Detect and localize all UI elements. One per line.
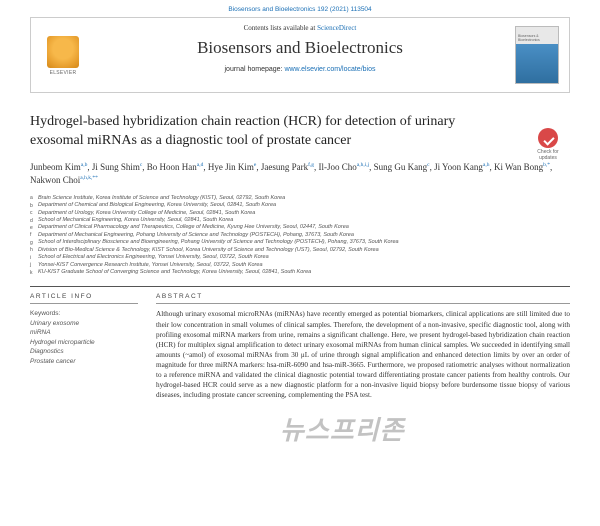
contents-prefix: Contents lists available at (244, 24, 318, 32)
divider (30, 286, 570, 287)
tree-icon (47, 36, 79, 68)
affiliations: aBrain Science Institute, Korea Institut… (30, 195, 570, 277)
authors: Junbeom Kima,b, Ji Sung Shimc, Bo Hoon H… (30, 161, 570, 188)
affiliation-row: gSchool of Interdisciplinary Bioscience … (30, 239, 570, 246)
updates-line2: updates (539, 155, 557, 161)
affiliation-row: jYonsei-KIST Convergence Research Instit… (30, 262, 570, 269)
keywords-heading: Keywords: (30, 309, 138, 318)
affiliation-row: aBrain Science Institute, Korea Institut… (30, 195, 570, 202)
homepage-link[interactable]: www.elsevier.com/locate/bios (284, 66, 375, 73)
keyword: Urinary exosome (30, 319, 138, 328)
affiliation-row: iSchool of Electrical and Electronics En… (30, 254, 570, 261)
watermark: 뉴스프리존 (280, 410, 405, 447)
journal-title: Biosensors and Bioelectronics (41, 38, 559, 58)
affiliation-row: dSchool of Mechanical Engineering, Korea… (30, 217, 570, 224)
abstract-heading: ABSTRACT (156, 293, 570, 300)
affiliation-row: fDepartment of Mechanical Engineering, P… (30, 232, 570, 239)
check-updates[interactable]: Check forupdates (530, 128, 566, 161)
elsevier-logo: ELSEVIER (41, 36, 85, 86)
keyword: miRNA (30, 328, 138, 337)
abstract-column: ABSTRACT Although urinary exosomal micro… (156, 293, 570, 400)
keyword: Prostate cancer (30, 357, 138, 366)
top-citation: Biosensors and Bioelectronics 192 (2021)… (30, 6, 570, 13)
article-info-column: ARTICLE INFO Keywords: Urinary exosomemi… (30, 293, 138, 400)
article-title: Hydrogel-based hybridization chain react… (30, 113, 480, 151)
check-icon (538, 128, 558, 148)
affiliation-row: eDepartment of Clinical Pharmacology and… (30, 224, 570, 231)
affiliation-row: bDepartment of Chemical and Biological E… (30, 202, 570, 209)
journal-header: ELSEVIER Biosensors & Bioelectronics Con… (30, 17, 570, 93)
keyword: Hydrogel microparticle (30, 338, 138, 347)
cover-text: Biosensors & Bioelectronics (518, 34, 558, 42)
article-info-heading: ARTICLE INFO (30, 293, 138, 300)
affiliation-row: kKU-KIST Graduate School of Converging S… (30, 269, 570, 276)
affiliation-row: cDepartment of Urology, Korea University… (30, 210, 570, 217)
keyword: Diagnostics (30, 347, 138, 356)
journal-cover: Biosensors & Bioelectronics (515, 26, 559, 84)
thin-divider (30, 303, 138, 304)
keywords-list: Urinary exosomemiRNAHydrogel micropartic… (30, 319, 138, 366)
thin-divider (156, 303, 570, 304)
contents-line: Contents lists available at ScienceDirec… (41, 24, 559, 32)
publisher-name: ELSEVIER (50, 70, 77, 76)
journal-homepage: journal homepage: www.elsevier.com/locat… (41, 66, 559, 73)
sciencedirect-link[interactable]: ScienceDirect (317, 24, 356, 32)
homepage-prefix: journal homepage: (225, 66, 285, 73)
affiliation-row: hDivision of Bio-Medical Science & Techn… (30, 247, 570, 254)
abstract-text: Although urinary exosomal microRNAs (miR… (156, 309, 570, 400)
